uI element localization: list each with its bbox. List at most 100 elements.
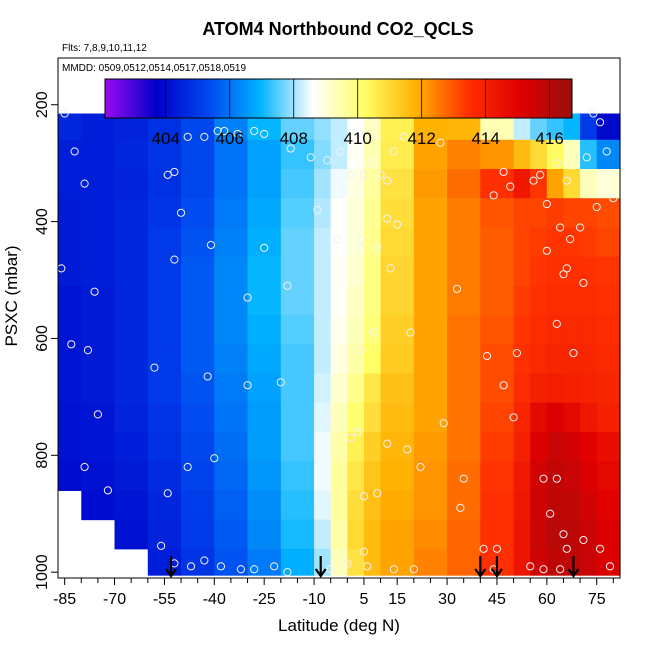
observation-point <box>509 413 518 422</box>
heatmap-cell <box>413 490 448 521</box>
heatmap-cell <box>58 227 82 258</box>
observation-points <box>57 94 618 577</box>
heatmap-cell <box>513 315 531 345</box>
observation-point <box>210 454 219 463</box>
observation-point <box>499 167 508 177</box>
observation-point <box>233 129 242 139</box>
observation-point <box>93 410 103 419</box>
observation-point <box>499 381 508 390</box>
observation-point <box>539 565 548 574</box>
heatmap-cell <box>247 461 282 491</box>
observation-point <box>569 348 578 358</box>
heatmap-cell <box>447 285 481 316</box>
observation-point <box>602 147 611 156</box>
heatmap-cell <box>363 548 382 576</box>
heatmap-cell <box>347 139 365 170</box>
heatmap-cell <box>214 373 249 404</box>
heatmap-cell <box>380 461 415 491</box>
observation-point <box>336 147 345 156</box>
heatmap-cell <box>58 113 82 141</box>
heatmap-cell <box>214 256 249 287</box>
observation-point <box>276 378 285 387</box>
heatmap-cell <box>513 139 531 170</box>
heatmap-cell <box>596 490 621 521</box>
heatmap-cell <box>147 548 182 576</box>
heatmap-cell <box>580 256 598 287</box>
heatmap-cell <box>214 519 249 550</box>
heatmap-cell <box>596 227 621 258</box>
heatmap-cell <box>546 139 565 170</box>
observation-point <box>103 486 112 495</box>
heatmap-cell <box>563 285 581 316</box>
heatmap-cell <box>530 256 548 287</box>
heatmap-cell <box>181 373 215 404</box>
observation-point <box>579 535 588 545</box>
observation-point <box>459 474 468 483</box>
heatmap-cell <box>596 548 621 576</box>
heatmap-cell <box>580 461 598 491</box>
heatmap-cell <box>413 227 448 258</box>
heatmap-cell <box>81 431 116 462</box>
observation-point <box>186 562 196 571</box>
x-tick-label: 60 <box>538 591 556 608</box>
heatmap-cell <box>413 461 448 491</box>
heatmap-cell <box>447 256 481 287</box>
heatmap-cell <box>546 490 565 521</box>
heatmap-cell <box>596 285 621 316</box>
observation-point <box>575 223 585 232</box>
heatmap-cell <box>181 490 215 521</box>
heatmap-cell <box>181 198 215 229</box>
observation-point <box>260 129 269 139</box>
observation-point <box>609 194 618 203</box>
heatmap-cell <box>114 373 149 404</box>
heatmap-cell <box>280 139 315 170</box>
heatmap-cell <box>530 402 548 433</box>
heatmap-cell <box>347 402 365 433</box>
observation-point <box>366 159 375 168</box>
observation-point <box>559 530 568 539</box>
heatmap-cell <box>147 315 182 345</box>
heatmap-cell <box>347 373 365 404</box>
observation-point <box>353 427 362 437</box>
observation-point <box>389 565 398 574</box>
observation-point <box>373 243 382 252</box>
heatmap-cell <box>147 169 182 199</box>
colorbar-tick-label: 408 <box>280 129 308 148</box>
x-axis: -85 -70 -55 -40 -25 -10 5 15 30 45 60 75 <box>53 578 614 608</box>
heatmap-cell <box>380 373 415 404</box>
heatmap-cell <box>530 227 548 258</box>
heatmap-cell <box>147 256 182 287</box>
heatmap-cell <box>413 285 448 316</box>
heatmap-cell <box>247 169 282 199</box>
flights-note: Flts: 7,8,9,10,11,12 <box>62 43 147 54</box>
heatmap-cell <box>347 113 365 141</box>
y-tick-label: 200 <box>34 91 51 118</box>
colorbar-tick-label: 406 <box>216 129 244 148</box>
y-tick-label: 400 <box>34 208 51 235</box>
heatmap-cell <box>347 227 365 258</box>
observation-point <box>183 462 192 472</box>
heatmap-cell <box>314 285 332 316</box>
heatmap-cell <box>513 256 531 287</box>
heatmap-cell <box>513 113 531 141</box>
observation-point <box>356 235 365 244</box>
observation-point <box>529 176 538 185</box>
heatmap-cell <box>214 198 249 229</box>
heatmap-cell <box>114 227 149 258</box>
observation-point <box>83 346 93 355</box>
heatmap-cell <box>480 490 515 521</box>
heatmap-cell <box>314 256 332 287</box>
heatmap-cell <box>380 402 415 433</box>
heatmap-cell <box>280 431 315 462</box>
heatmap-cell <box>447 139 481 170</box>
heatmap-cell <box>314 461 332 491</box>
observation-point <box>539 474 548 483</box>
heatmap-cell <box>114 402 149 433</box>
observation-point <box>605 562 615 571</box>
observation-point <box>70 147 79 156</box>
heatmap-cell <box>214 169 249 199</box>
heatmap-cell <box>247 315 282 345</box>
observation-point <box>489 191 498 200</box>
heatmap-cell <box>314 373 332 404</box>
heatmap-cell <box>314 113 332 141</box>
